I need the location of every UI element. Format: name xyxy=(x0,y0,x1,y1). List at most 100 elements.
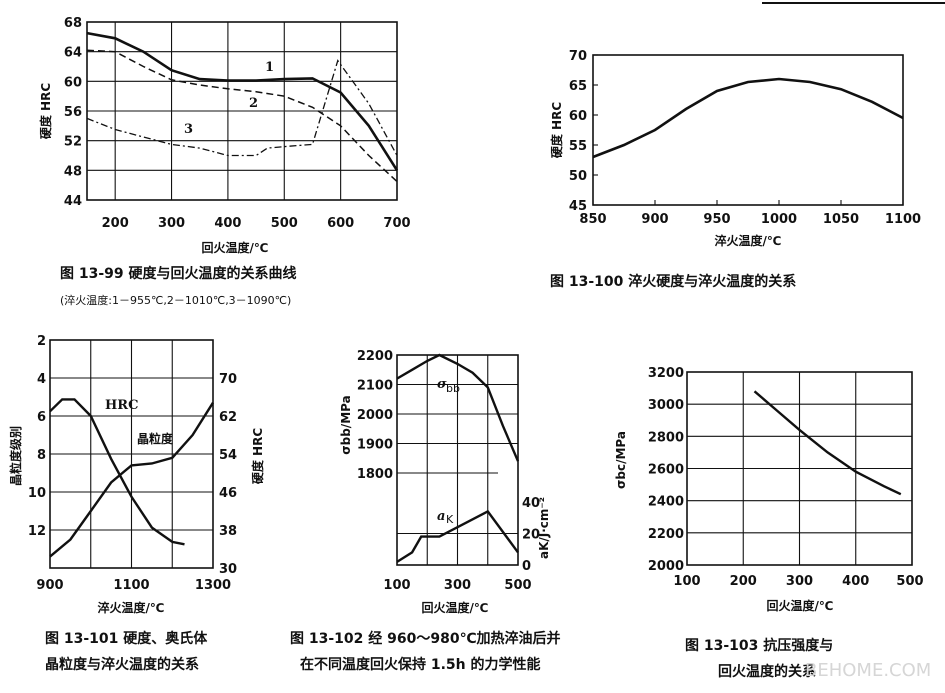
fig100-ytick-label: 65 xyxy=(569,79,587,94)
fig101-ytick-right-label: 46 xyxy=(219,486,237,501)
fig99-ytick-label: 52 xyxy=(64,135,82,150)
fig102-ytick-left-label: 1800 xyxy=(357,467,393,482)
fig99-plot-frame xyxy=(86,21,398,201)
fig99-series-label: 3 xyxy=(184,122,193,137)
fig100-x-axis-label: 淬火温度/℃ xyxy=(715,233,782,248)
fig99-ytick-label: 48 xyxy=(64,164,82,179)
fig103-x-axis-label: 回火温度/℃ xyxy=(767,598,834,613)
fig99-ytick-label: 64 xyxy=(64,46,82,61)
fig102-ytick-right-label: 0 xyxy=(522,559,531,574)
fig100-ytick-label: 55 xyxy=(569,139,587,154)
fig101-series-label-grain: 晶粒度 xyxy=(137,431,174,446)
fig99-xtick-label: 600 xyxy=(327,216,354,231)
chart-fig13-103: 图 13-103 抗压强度与 回火温度的关系 100 200 300 400 500 32… xyxy=(614,366,924,680)
fig103-ytick-label: 2200 xyxy=(648,527,684,542)
fig99-xtick-label: 400 xyxy=(214,216,241,231)
fig101-xtick-label: 1100 xyxy=(113,578,149,593)
fig101-ytick-left-label: 8 xyxy=(37,448,46,463)
fig102-xtick-label: 500 xyxy=(504,578,531,593)
fig99-series-1-line xyxy=(86,31,399,171)
fig101-series-hrc-line xyxy=(49,398,185,546)
fig103-ytick-label: 2400 xyxy=(648,495,684,510)
fig102-xtick-label: 300 xyxy=(444,578,471,593)
fig100-xtick-label: 900 xyxy=(641,212,668,227)
fig99-xtick-label: 500 xyxy=(271,216,298,231)
fig101-y-right-axis-label: 硬度 HRC xyxy=(250,428,265,484)
fig99-series-3-line xyxy=(86,59,398,157)
fig103-xtick-label: 100 xyxy=(673,574,700,589)
fig100-plot-frame xyxy=(592,54,904,206)
fig103-caption-line2: 回火温度的关系 xyxy=(718,663,816,680)
fig100-xtick-label: 1100 xyxy=(885,212,921,227)
fig99-ytick-label: 68 xyxy=(64,16,82,31)
fig103-xtick-label: 400 xyxy=(842,574,869,589)
fig102-series-label-sigma-sub: bb xyxy=(446,382,460,395)
fig103-ytick-label: 3000 xyxy=(648,398,684,413)
fig101-ytick-right-label: 30 xyxy=(219,562,237,577)
fig99-x-axis-label: 回火温度/℃ xyxy=(202,240,269,255)
fig101-ytick-left-label: 10 xyxy=(28,486,46,501)
fig100-caption: 图 13-100 淬火硬度与淬火温度的关系 xyxy=(550,273,796,290)
fig102-y-left-axis-label: σbb/MPa xyxy=(339,395,353,454)
fig99-series-label: 2 xyxy=(249,96,258,111)
fig99-y-axis-label: 硬度 HRC xyxy=(38,83,53,139)
fig100-xtick-label: 950 xyxy=(703,212,730,227)
fig99-xtick-label: 700 xyxy=(383,216,410,231)
fig101-ytick-right-label: 38 xyxy=(219,524,237,539)
fig103-series-line xyxy=(753,390,902,496)
fig101-plot-frame xyxy=(49,339,214,569)
watermark: BEHOME.COM xyxy=(805,660,931,681)
fig100-ytick-label: 50 xyxy=(569,169,587,184)
fig102-series-label-ak: a xyxy=(437,509,445,524)
fig103-caption-line1: 图 13-103 抗压强度与 xyxy=(685,637,833,654)
fig102-x-axis-label: 回火温度/℃ xyxy=(422,600,489,615)
fig102-xtick-label: 100 xyxy=(383,578,410,593)
fig100-y-axis-label: 硬度 HRC xyxy=(549,102,564,158)
fig101-caption-line2: 晶粒度与淬火温度的关系 xyxy=(45,656,199,673)
fig102-y-right-axis-label: aK/J·cm⁻² xyxy=(537,497,551,559)
fig102-ytick-right-label: 40 xyxy=(522,496,540,511)
fig103-y-axis-label: σbc/MPa xyxy=(614,431,628,489)
fig99-series-2-line xyxy=(86,49,398,183)
fig103-xtick-label: 200 xyxy=(730,574,757,589)
chart-fig13-102: 图 13-102 经 960～980℃加热淬油后并 在不同温度回火保持 1.5h… xyxy=(290,349,561,673)
fig100-xtick-label: 850 xyxy=(579,212,606,227)
fig102-series-label-ak-sub: K xyxy=(446,513,454,526)
fig102-ytick-right-label: 20 xyxy=(522,528,540,543)
fig102-ytick-left-label: 2000 xyxy=(357,408,393,423)
fig101-y-left-axis-label: 晶粒度级别 xyxy=(8,426,23,486)
fig102-ytick-left-label: 2100 xyxy=(357,379,393,394)
fig101-ytick-right-label: 70 xyxy=(219,372,237,387)
fig101-ytick-left-label: 4 xyxy=(37,372,46,387)
fig101-ytick-right-label: 54 xyxy=(219,448,237,463)
fig100-ytick-label: 70 xyxy=(569,49,587,64)
fig102-ytick-left-label: 1900 xyxy=(357,438,393,453)
fig102-caption-line2: 在不同温度回火保持 1.5h 的力学性能 xyxy=(300,656,541,673)
fig102-series-sigma-line xyxy=(396,353,520,462)
fig99-ytick-label: 60 xyxy=(64,75,82,90)
fig102-caption-line1: 图 13-102 经 960～980℃加热淬油后并 xyxy=(290,630,561,647)
fig99-xtick-label: 300 xyxy=(158,216,185,231)
chart-fig13-101: 图 13-101 硬度、奥氏体 晶粒度与淬火温度的关系 900 1100 1300 2… xyxy=(8,334,265,673)
fig100-xtick-label: 1000 xyxy=(761,212,797,227)
fig101-x-axis-label: 淬火温度/℃ xyxy=(98,600,165,615)
chart-fig13-99: 图 13-99 硬度与回火温度的关系曲线 (淬火温度:1－955℃,2－1010… xyxy=(38,16,411,307)
fig101-ytick-left-label: 2 xyxy=(37,334,46,349)
fig103-xtick-label: 500 xyxy=(896,574,923,589)
fig99-subcaption: (淬火温度:1－955℃,2－1010℃,3－1090℃) xyxy=(60,293,291,307)
fig102-series-label-sigma: σ xyxy=(437,377,447,392)
fig101-caption-line1: 图 13-101 硬度、奥氏体 xyxy=(45,630,208,647)
fig99-ytick-label: 44 xyxy=(64,194,82,209)
fig99-ytick-label: 56 xyxy=(64,105,82,120)
fig101-ytick-left-label: 12 xyxy=(28,524,46,539)
fig101-xtick-label: 900 xyxy=(36,578,63,593)
fig103-ytick-label: 3200 xyxy=(648,366,684,381)
fig100-xtick-label: 1050 xyxy=(823,212,859,227)
fig103-ytick-label: 2000 xyxy=(648,559,684,574)
fig103-xtick-label: 300 xyxy=(786,574,813,589)
chart-fig13-100: 图 13-100 淬火硬度与淬火温度的关系 850 900 950 1000 1050 1… xyxy=(549,49,921,290)
fig103-ytick-label: 2600 xyxy=(648,463,684,478)
fig100-ytick-label: 60 xyxy=(569,109,587,124)
fig99-series-label: 1 xyxy=(265,60,274,75)
